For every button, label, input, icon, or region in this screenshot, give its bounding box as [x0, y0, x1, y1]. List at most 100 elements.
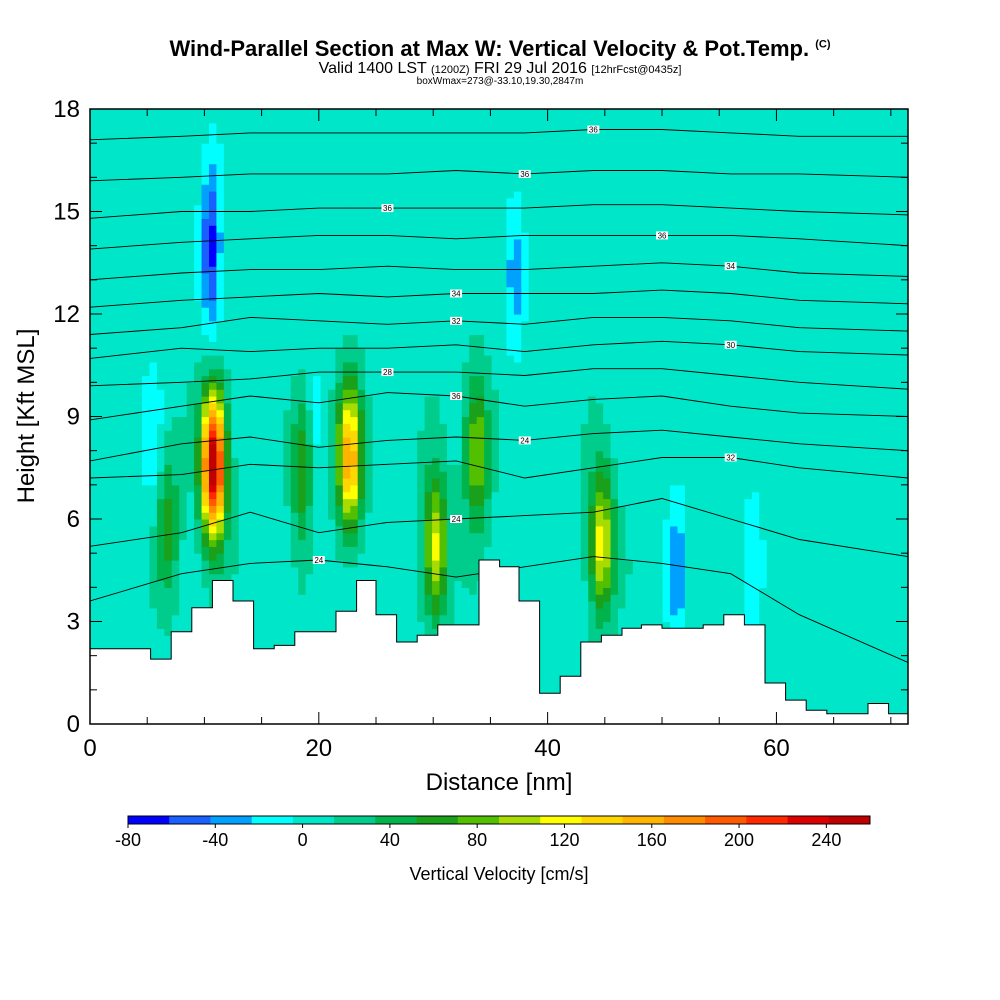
velocity-cell [424, 300, 433, 308]
velocity-cell [246, 443, 255, 452]
velocity-cell [394, 553, 403, 561]
velocity-cell [476, 512, 485, 520]
velocity-cell [461, 156, 470, 165]
velocity-cell [186, 238, 195, 247]
velocity-cell [424, 498, 433, 506]
velocity-cell [268, 471, 277, 479]
velocity-cell [171, 197, 180, 206]
velocity-cell [149, 293, 158, 301]
velocity-cell [90, 197, 99, 206]
velocity-cell [417, 115, 426, 124]
velocity-cell [432, 252, 441, 260]
velocity-cell [327, 580, 336, 588]
velocity-cell [246, 532, 255, 541]
velocity-cell [104, 505, 113, 513]
velocity-cell [201, 416, 210, 424]
velocity-cell [231, 150, 240, 158]
velocity-cell [179, 136, 188, 144]
velocity-cell [238, 450, 247, 459]
velocity-cell [387, 587, 396, 595]
velocity-cell [112, 491, 121, 500]
velocity-cell [290, 238, 299, 247]
velocity-cell [439, 532, 448, 541]
velocity-cell [171, 279, 180, 288]
velocity-cell [246, 143, 255, 151]
velocity-cell [365, 546, 374, 554]
velocity-cell [335, 560, 344, 568]
velocity-cell [208, 382, 218, 390]
velocity-cell [469, 156, 478, 165]
velocity-cell [469, 491, 478, 500]
velocity-cell [372, 607, 381, 616]
velocity-cell [461, 389, 470, 397]
velocity-cell [112, 505, 121, 513]
velocity-cell [327, 573, 336, 582]
velocity-cell [424, 484, 433, 493]
velocity-cell [320, 115, 329, 124]
velocity-cell [179, 115, 188, 124]
velocity-cell [446, 450, 455, 459]
velocity-cell [142, 170, 151, 178]
velocity-cell [499, 519, 508, 527]
velocity-cell [320, 211, 329, 219]
velocity-cell [156, 498, 165, 506]
velocity-cell [290, 566, 299, 575]
velocity-cell [104, 437, 113, 445]
velocity-cell [469, 519, 478, 527]
velocity-cell [409, 314, 418, 322]
velocity-cell [484, 225, 493, 233]
velocity-cell [298, 150, 307, 158]
velocity-cell [283, 156, 292, 165]
velocity-cell [253, 293, 262, 301]
velocity-cell [208, 197, 218, 206]
velocity-cell [238, 150, 247, 158]
velocity-cell [350, 478, 359, 486]
velocity-cell [268, 532, 277, 541]
velocity-cell [261, 204, 270, 213]
velocity-cell [201, 334, 210, 342]
velocity-cell [223, 129, 232, 137]
velocity-cell [246, 450, 255, 459]
velocity-cell [142, 320, 151, 329]
velocity-cell [171, 355, 180, 363]
velocity-cell [305, 484, 314, 493]
velocity-cell [194, 389, 203, 397]
velocity-cell [350, 136, 359, 144]
velocity-cell [171, 601, 180, 609]
velocity-cell [179, 443, 188, 452]
velocity-cell [246, 573, 255, 582]
velocity-cell [119, 457, 128, 465]
velocity-cell [484, 307, 493, 315]
velocity-cell [201, 484, 210, 493]
velocity-cell [194, 184, 203, 192]
velocity-cell [164, 252, 173, 260]
velocity-cell [171, 614, 180, 623]
velocity-cell [194, 601, 203, 609]
velocity-cell [253, 430, 262, 438]
velocity-cell [156, 437, 165, 445]
velocity-cell [283, 464, 292, 472]
velocity-cell [164, 197, 173, 206]
velocity-cell [186, 505, 195, 513]
velocity-cell [246, 218, 255, 226]
velocity-cell [327, 211, 336, 219]
velocity-cell [313, 443, 322, 452]
velocity-cell [275, 334, 284, 342]
velocity-cell [298, 334, 307, 342]
velocity-cell [335, 512, 344, 520]
velocity-cell [417, 409, 426, 418]
velocity-cell [171, 150, 180, 158]
velocity-cell [327, 546, 336, 554]
velocity-cell [432, 389, 441, 397]
velocity-cell [387, 361, 396, 370]
velocity-cell [469, 505, 478, 513]
velocity-cell [290, 382, 299, 390]
velocity-cell [216, 389, 225, 397]
velocity-cell [327, 450, 336, 459]
velocity-cell [223, 348, 232, 356]
velocity-cell [350, 252, 359, 260]
velocity-cell [194, 225, 203, 233]
velocity-cell [201, 423, 210, 431]
velocity-cell [491, 320, 500, 329]
velocity-cell [164, 402, 173, 411]
